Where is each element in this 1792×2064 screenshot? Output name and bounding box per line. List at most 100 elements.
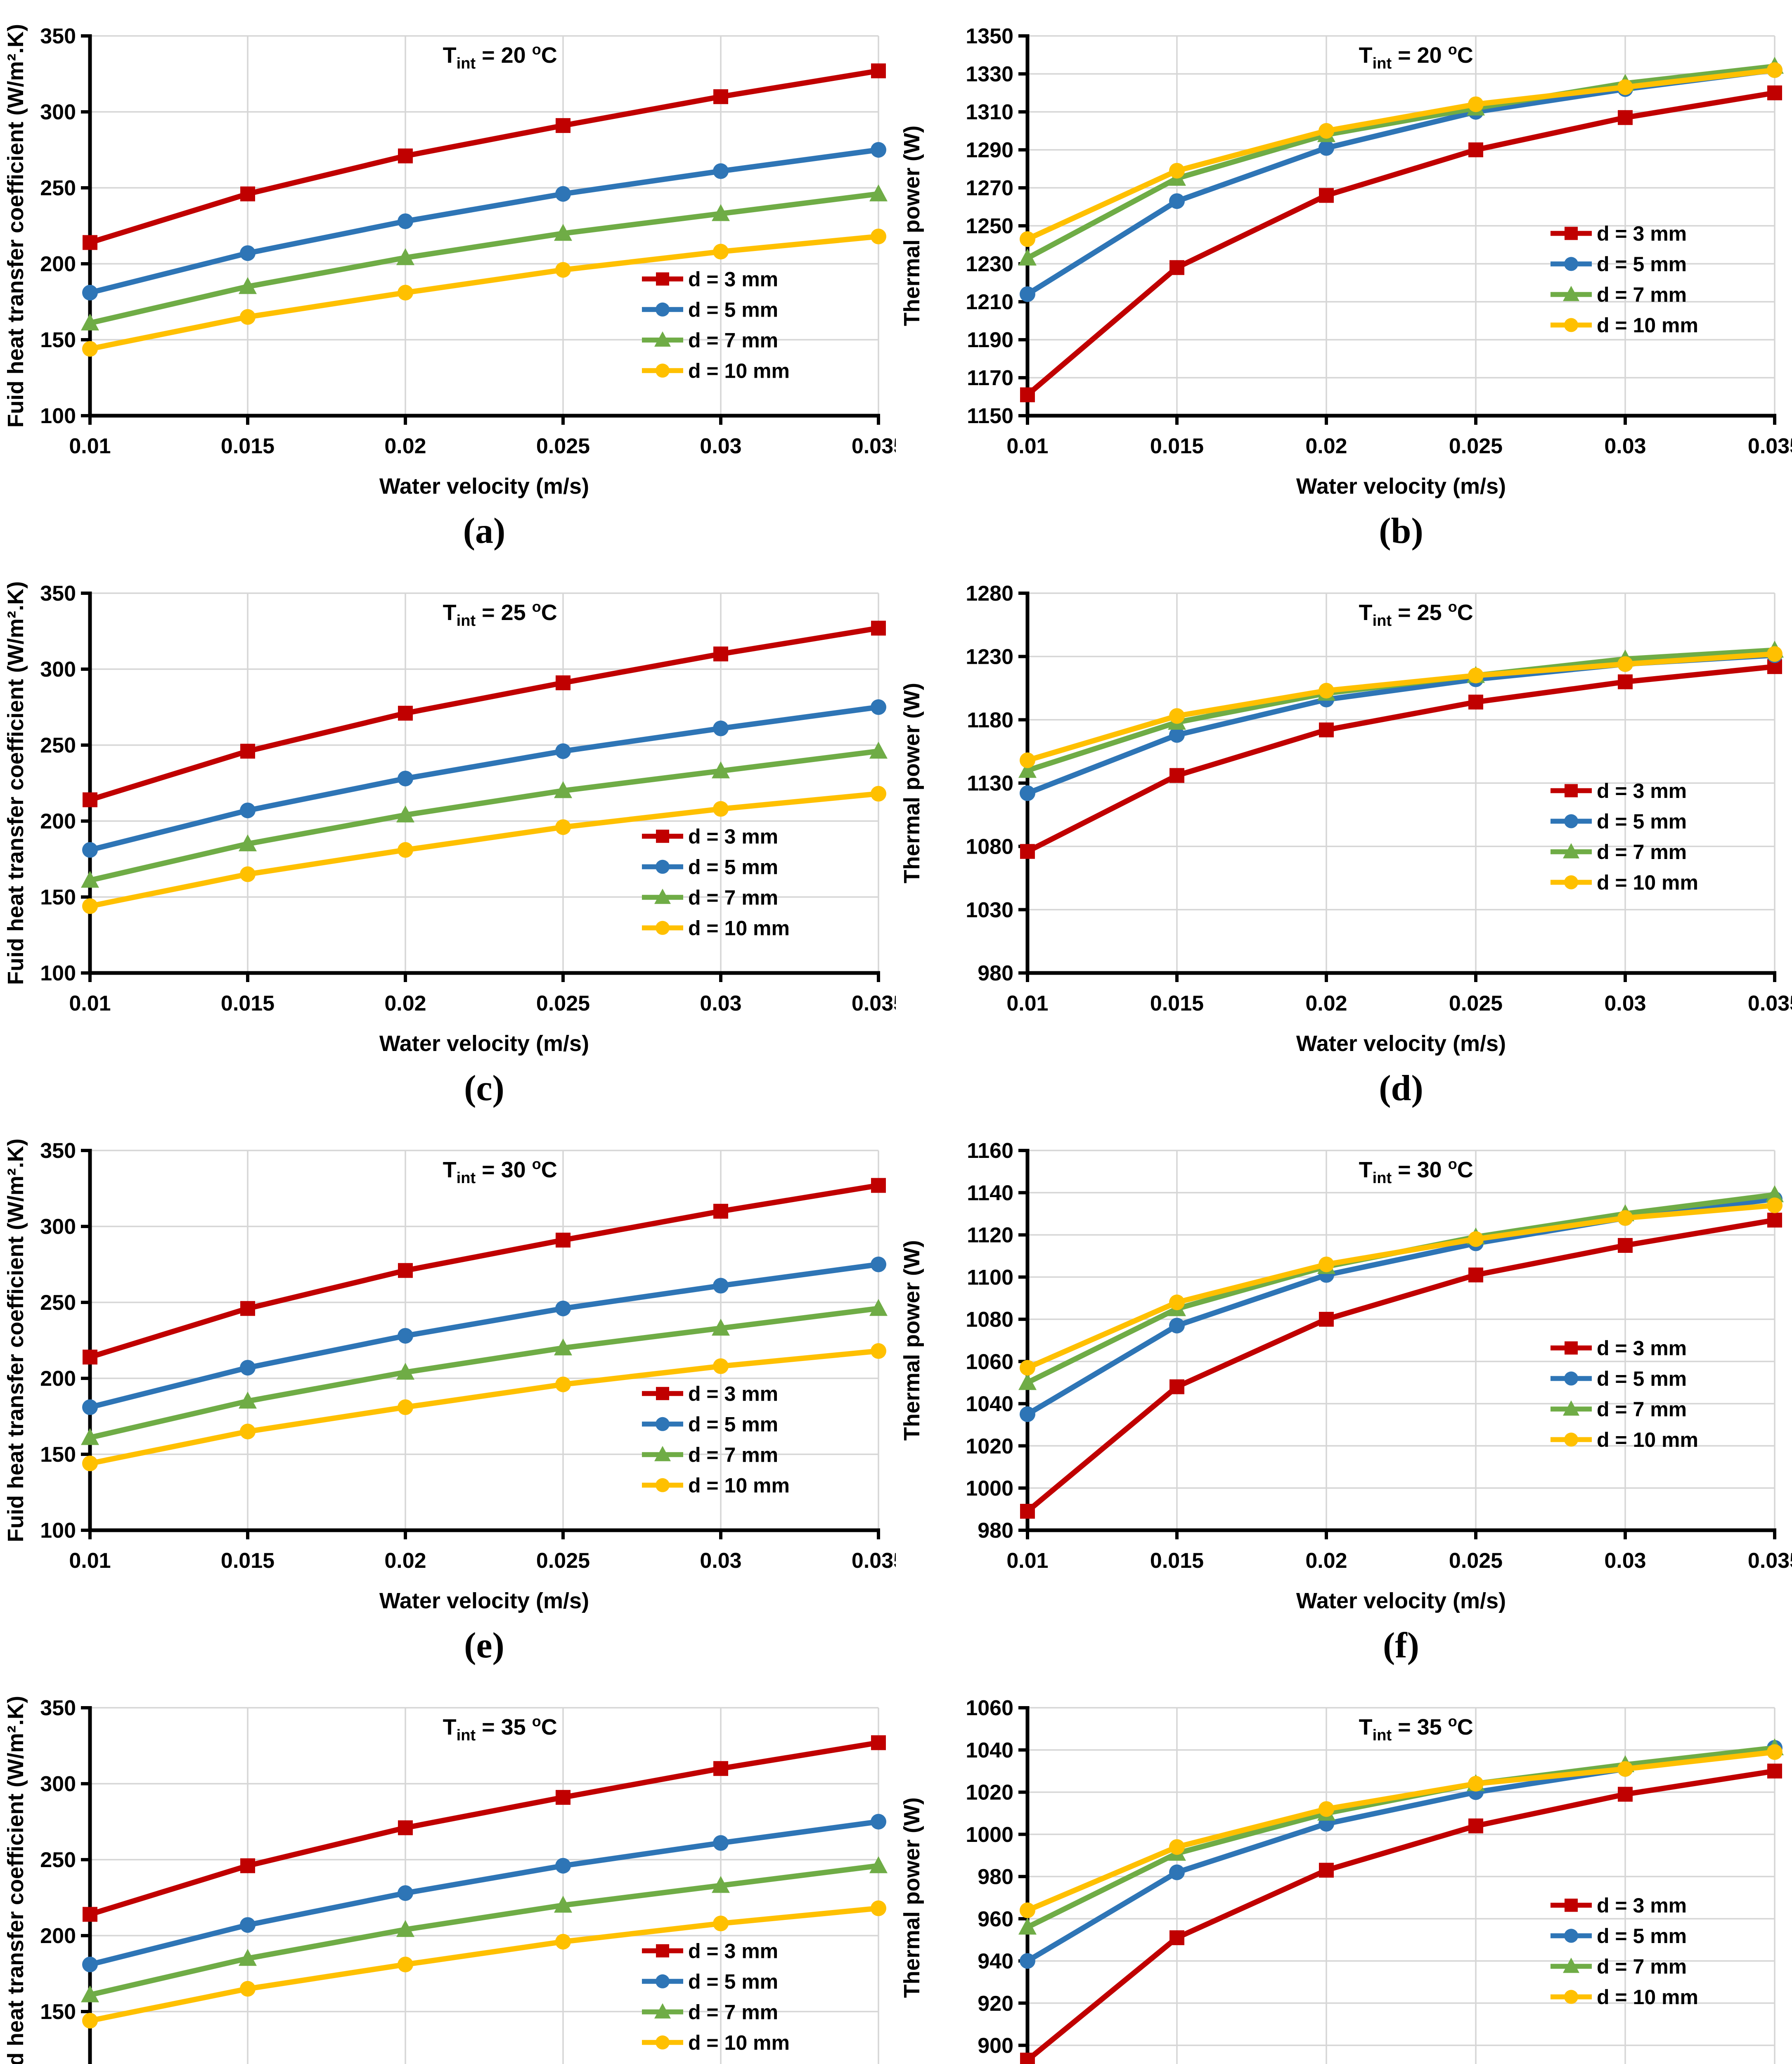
data-point-marker — [1169, 163, 1185, 179]
y-axis-title: Fuid heat transfer coefficient (W/m².K) — [3, 1139, 28, 1542]
data-point-marker — [239, 834, 257, 852]
y-tick-label: 1170 — [967, 366, 1013, 390]
legend-marker — [656, 1944, 669, 1957]
series-line-d-3-mm — [1025, 90, 1778, 398]
data-point-marker — [712, 1876, 730, 1893]
legend-marker — [1565, 227, 1578, 240]
series-line-d-3-mm — [87, 68, 881, 245]
data-point-marker — [1468, 1776, 1484, 1792]
x-axis-title: Water velocity (m/s) — [379, 1031, 589, 1056]
y-tick-label: 980 — [978, 961, 1013, 985]
y-tick-label: 920 — [978, 1992, 1013, 2016]
data-point-marker — [239, 277, 257, 294]
data-point-marker — [1617, 1210, 1633, 1226]
series-line-d-5-mm — [87, 1819, 881, 1967]
y-tick-label: 1080 — [966, 835, 1013, 859]
x-tick-label: 0.015 — [221, 434, 275, 458]
x-tick-label: 0.01 — [69, 434, 111, 458]
y-tick-label: 900 — [978, 2034, 1013, 2058]
y-tick-label: 250 — [40, 734, 76, 757]
data-point-marker — [1468, 667, 1484, 684]
data-point-marker — [554, 1896, 572, 1913]
data-point-marker — [1020, 2052, 1035, 2064]
data-point-marker — [1767, 1744, 1783, 1760]
legend: d = 3 mm d = 5 mm d = 7 mm d = 10 mm — [642, 1382, 790, 1497]
data-point-marker — [869, 741, 888, 759]
y-tick-label: 1330 — [966, 62, 1013, 86]
y-tick-label: 250 — [40, 1848, 76, 1872]
data-point-marker — [396, 1363, 414, 1380]
series-line-d-7-mm — [87, 748, 881, 883]
y-tick-label: 100 — [40, 404, 76, 428]
data-point-marker — [713, 163, 729, 179]
data-point-marker — [713, 1761, 728, 1776]
legend-label: d = 7 mm — [1597, 283, 1687, 306]
y-tick-label: 1040 — [966, 1392, 1013, 1416]
legend-marker — [1564, 1432, 1578, 1447]
legend-marker — [1563, 286, 1579, 301]
chart-title: Tint = 30 oC — [443, 1155, 557, 1187]
data-point-marker — [871, 699, 886, 715]
x-tick-label: 0.03 — [1604, 434, 1646, 458]
legend-label: d = 3 mm — [688, 267, 778, 291]
panel-letter: (c) — [464, 1068, 504, 1108]
series-line-d-7-mm — [1025, 64, 1778, 261]
y-tick-label: 980 — [978, 1865, 1013, 1889]
y-tick-label: 150 — [40, 885, 76, 909]
y-tick-label: 100 — [40, 961, 76, 985]
data-point-marker — [1319, 1257, 1334, 1272]
y-tick-label: 1250 — [966, 214, 1013, 238]
legend: d = 3 mm d = 5 mm d = 7 mm d = 10 mm — [642, 267, 790, 382]
data-point-marker — [1468, 1267, 1483, 1283]
data-point-marker — [555, 1376, 571, 1392]
panel-h: 10601040102010009809609409209008800.010.… — [896, 1672, 1792, 2064]
legend-label: d = 7 mm — [1597, 1398, 1687, 1421]
legend-label: d = 10 mm — [688, 2031, 790, 2054]
data-point-marker — [713, 801, 729, 817]
data-point-marker — [1169, 768, 1184, 783]
x-tick-label: 0.025 — [1449, 992, 1503, 1015]
chart-title: Tint = 25 oC — [443, 598, 557, 630]
data-point-marker — [1767, 62, 1783, 78]
data-point-marker — [1319, 683, 1334, 699]
legend-label: d = 5 mm — [1597, 1924, 1687, 1948]
data-point-marker — [82, 1956, 98, 1972]
data-point-marker — [869, 184, 888, 201]
data-point-marker — [712, 204, 730, 221]
data-point-marker — [871, 1343, 886, 1359]
x-tick-label: 0.02 — [384, 992, 426, 1015]
x-tick-label: 0.035 — [1748, 1549, 1792, 1573]
chart-title: Tint = 35 oC — [1359, 1713, 1473, 1744]
y-tick-label: 300 — [40, 100, 76, 124]
series-line-d-5-mm — [87, 704, 881, 853]
series-line-d-7-mm — [87, 191, 881, 326]
data-point-marker — [555, 1934, 571, 1950]
data-point-marker — [1767, 1763, 1782, 1779]
legend: d = 3 mm d = 5 mm d = 7 mm d = 10 mm — [642, 825, 790, 940]
y-tick-label: 1000 — [966, 1477, 1013, 1501]
legend-marker — [656, 1417, 670, 1431]
data-point-marker — [1169, 1864, 1185, 1880]
legend-marker — [656, 1387, 669, 1400]
y-tick-label: 200 — [40, 1367, 76, 1391]
legend-marker — [656, 363, 670, 378]
series-line-d-10-mm — [1025, 1202, 1778, 1370]
y-tick-label: 200 — [40, 1924, 76, 1948]
x-tick-label: 0.015 — [221, 992, 275, 1015]
legend-label: d = 5 mm — [1597, 253, 1687, 276]
data-point-marker — [82, 2013, 98, 2029]
y-tick-label: 200 — [40, 252, 76, 276]
x-tick-label: 0.01 — [69, 1549, 111, 1573]
data-point-marker — [396, 248, 414, 265]
data-point-marker — [1468, 1231, 1484, 1247]
x-tick-label: 0.025 — [1449, 434, 1503, 458]
data-point-marker — [713, 244, 729, 260]
y-tick-label: 250 — [40, 1291, 76, 1315]
data-point-marker — [1169, 1839, 1185, 1855]
x-axis-title: Water velocity (m/s) — [379, 1588, 589, 1613]
data-point-marker — [871, 786, 886, 802]
y-axis-title: Fuid heat transfer coefficient (W/m².K) — [3, 1696, 28, 2064]
series-line-d-3-mm — [1025, 1217, 1778, 1514]
y-tick-label: 250 — [40, 176, 76, 200]
legend-label: d = 7 mm — [1597, 840, 1687, 864]
